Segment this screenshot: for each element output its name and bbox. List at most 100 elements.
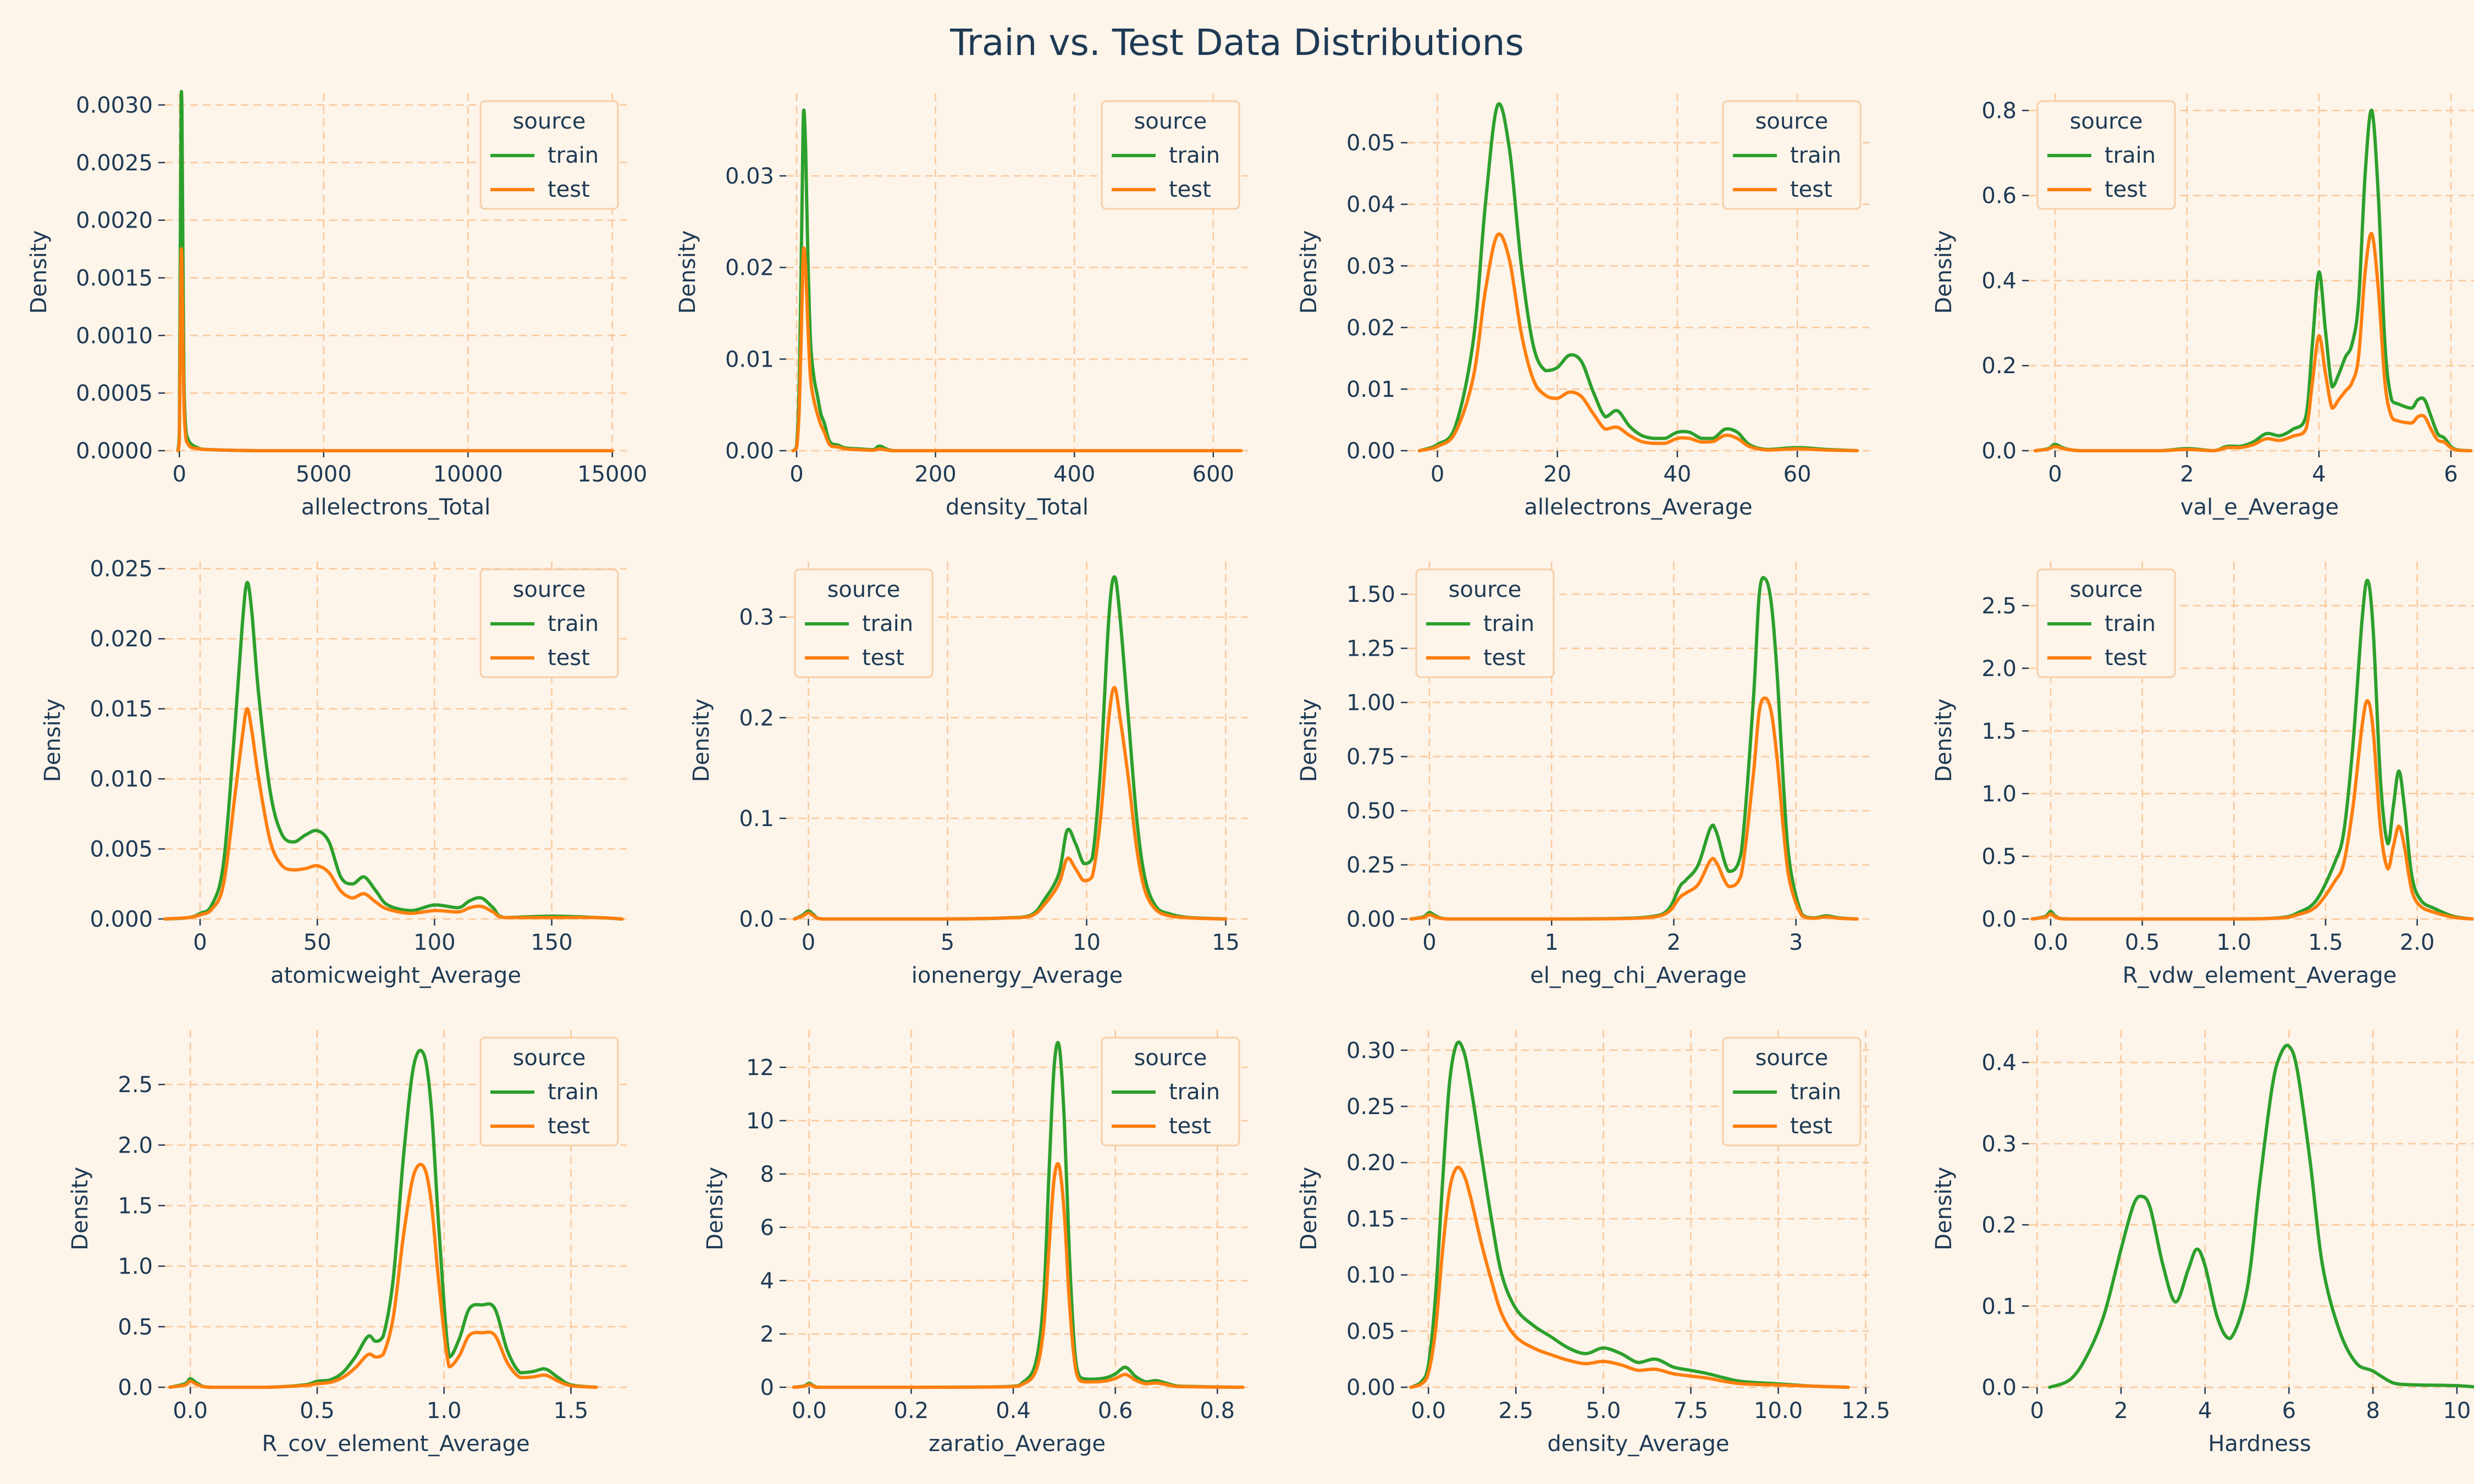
y-tick-label: 10 — [746, 1109, 774, 1134]
x-tick-label: 0 — [173, 462, 186, 487]
y-tick-label: 0.00 — [1346, 1375, 1395, 1400]
x-axis-label: val_e_Average — [2180, 495, 2339, 520]
legend-box — [479, 1037, 619, 1147]
y-tick-label: 0.00 — [1346, 439, 1395, 464]
legend-label-train: train — [1790, 143, 1841, 168]
subplot-R_vdw_element_Average: 0.0 0.5 1.0 1.5 2.0 0.0 0.5 1.0 1.5 2.0 2.5 R_vdw_e… — [1931, 562, 2474, 988]
legend-title: source — [1134, 109, 1207, 134]
series-line-test — [793, 685, 1228, 921]
y-axis-label: Density — [26, 230, 52, 314]
legend-label-test: test — [1169, 177, 1211, 202]
x-tick-label: 0.0 — [792, 1398, 827, 1424]
legend-title: source — [1755, 1045, 1829, 1071]
y-tick-label: 1.5 — [1981, 719, 2017, 744]
y-tick-label: 0.20 — [1346, 1150, 1395, 1176]
series-line-train — [1409, 1040, 1850, 1389]
y-tick-label: 0.020 — [90, 627, 153, 652]
subplot-density_Total: 0 200 400 600 0.00 0.01 0.02 0.03 density_Total D… — [675, 93, 1248, 520]
y-tick-label: 0.15 — [1346, 1206, 1395, 1232]
legend-label-test: test — [2105, 645, 2147, 671]
series-line-test — [791, 246, 1243, 453]
y-tick-label: 1.0 — [118, 1254, 153, 1280]
legend-label-train: train — [548, 611, 599, 636]
legend-label-train: train — [548, 143, 599, 168]
series-line-train — [163, 580, 624, 921]
y-tick-label: 2.5 — [1981, 594, 2017, 619]
legend: source train test — [1415, 568, 1555, 678]
legend-title: source — [1134, 1045, 1207, 1071]
y-tick-label: 0.0 — [1981, 907, 2017, 932]
y-axis-label: Density — [40, 699, 65, 782]
x-tick-label: 0 — [1431, 462, 1444, 487]
x-tick-label: 0.2 — [894, 1398, 929, 1424]
y-tick-label: 0.1 — [1981, 1294, 2017, 1319]
legend: source train test — [1722, 1037, 1862, 1147]
legend-label-train: train — [862, 611, 913, 636]
x-tick-label: 0 — [2048, 462, 2062, 487]
legend-box — [479, 100, 619, 210]
x-tick-label: 8 — [2366, 1398, 2379, 1424]
y-tick-label: 0.2 — [1981, 353, 2017, 379]
x-tick-label: 1.0 — [427, 1398, 462, 1424]
subplot-val_e_Average: 0 2 4 6 0.0 0.2 0.4 0.6 0.8 val_e_Average Density s… — [1931, 93, 2474, 520]
series-line-test — [1417, 232, 1859, 452]
y-tick-label: 12 — [746, 1055, 774, 1081]
x-tick-label: 0 — [802, 930, 815, 955]
legend-label-test: test — [548, 177, 590, 202]
x-tick-label: 6 — [2282, 1398, 2296, 1424]
x-axis-label: Hardness — [2208, 1431, 2311, 1457]
x-axis-label: allelectrons_Average — [1524, 495, 1752, 520]
y-tick-label: 0.04 — [1346, 192, 1395, 218]
series-line-train — [2048, 1044, 2474, 1389]
y-axis-label: Density — [703, 1167, 728, 1250]
y-tick-label: 1.0 — [1981, 782, 2017, 807]
x-tick-label: 1.5 — [554, 1398, 589, 1424]
x-axis-label: atomicweight_Average — [270, 963, 521, 988]
x-tick-label: 10 — [2443, 1398, 2471, 1424]
x-tick-label: 10000 — [433, 462, 503, 487]
legend: source train test — [479, 568, 619, 678]
y-axis-label: Density — [689, 699, 714, 782]
legend-label-train: train — [1483, 611, 1534, 636]
x-axis-label: zaratio_Average — [929, 1431, 1106, 1457]
legend-title: source — [513, 109, 586, 134]
series-line-test — [168, 1162, 598, 1389]
y-axis-label: Density — [1931, 699, 1957, 782]
y-tick-label: 0.5 — [118, 1315, 153, 1340]
x-tick-label: 0.0 — [2033, 930, 2068, 955]
figure-title: Train vs. Test Data Distributions — [949, 21, 1524, 64]
legend-label-train: train — [2105, 143, 2156, 168]
x-tick-label: 4 — [2198, 1398, 2212, 1424]
x-tick-label: 0.5 — [300, 1398, 335, 1424]
x-tick-label: 0 — [789, 462, 803, 487]
y-tick-label: 0.75 — [1346, 745, 1395, 770]
y-tick-label: 0.0 — [1981, 439, 2017, 464]
legend-title: source — [513, 1045, 586, 1071]
y-tick-label: 0.1 — [739, 806, 774, 832]
x-tick-label: 400 — [1053, 462, 1095, 487]
x-tick-label: 50 — [303, 930, 332, 955]
legend-box — [2036, 568, 2176, 678]
y-axis-label: Density — [1931, 230, 1957, 314]
x-tick-label: 2 — [2180, 462, 2194, 487]
x-tick-label: 60 — [1783, 462, 1812, 487]
x-tick-label: 10.0 — [1754, 1398, 1803, 1424]
y-tick-label: 2 — [760, 1322, 774, 1347]
x-tick-label: 0.8 — [1200, 1398, 1235, 1424]
subplot-atomicweight_Average: 0 50 100 150 0.000 0.005 0.010 0.015 0.020 0.025 a… — [40, 557, 627, 988]
y-axis-label: Density — [68, 1167, 93, 1250]
y-tick-label: 0.01 — [1346, 377, 1395, 402]
y-tick-label: 0.0 — [1981, 1375, 2017, 1400]
x-tick-label: 2.5 — [1498, 1398, 1533, 1424]
y-tick-label: 0.02 — [1346, 315, 1395, 341]
legend-label-train: train — [548, 1079, 599, 1105]
legend-box — [479, 568, 619, 678]
x-axis-label: density_Average — [1548, 1431, 1730, 1457]
y-tick-label: 1.25 — [1346, 636, 1395, 662]
legend-label-test: test — [1790, 1114, 1832, 1139]
y-tick-label: 0.03 — [1346, 254, 1395, 279]
y-tick-label: 0.000 — [90, 907, 153, 932]
y-tick-label: 0.2 — [739, 706, 774, 731]
